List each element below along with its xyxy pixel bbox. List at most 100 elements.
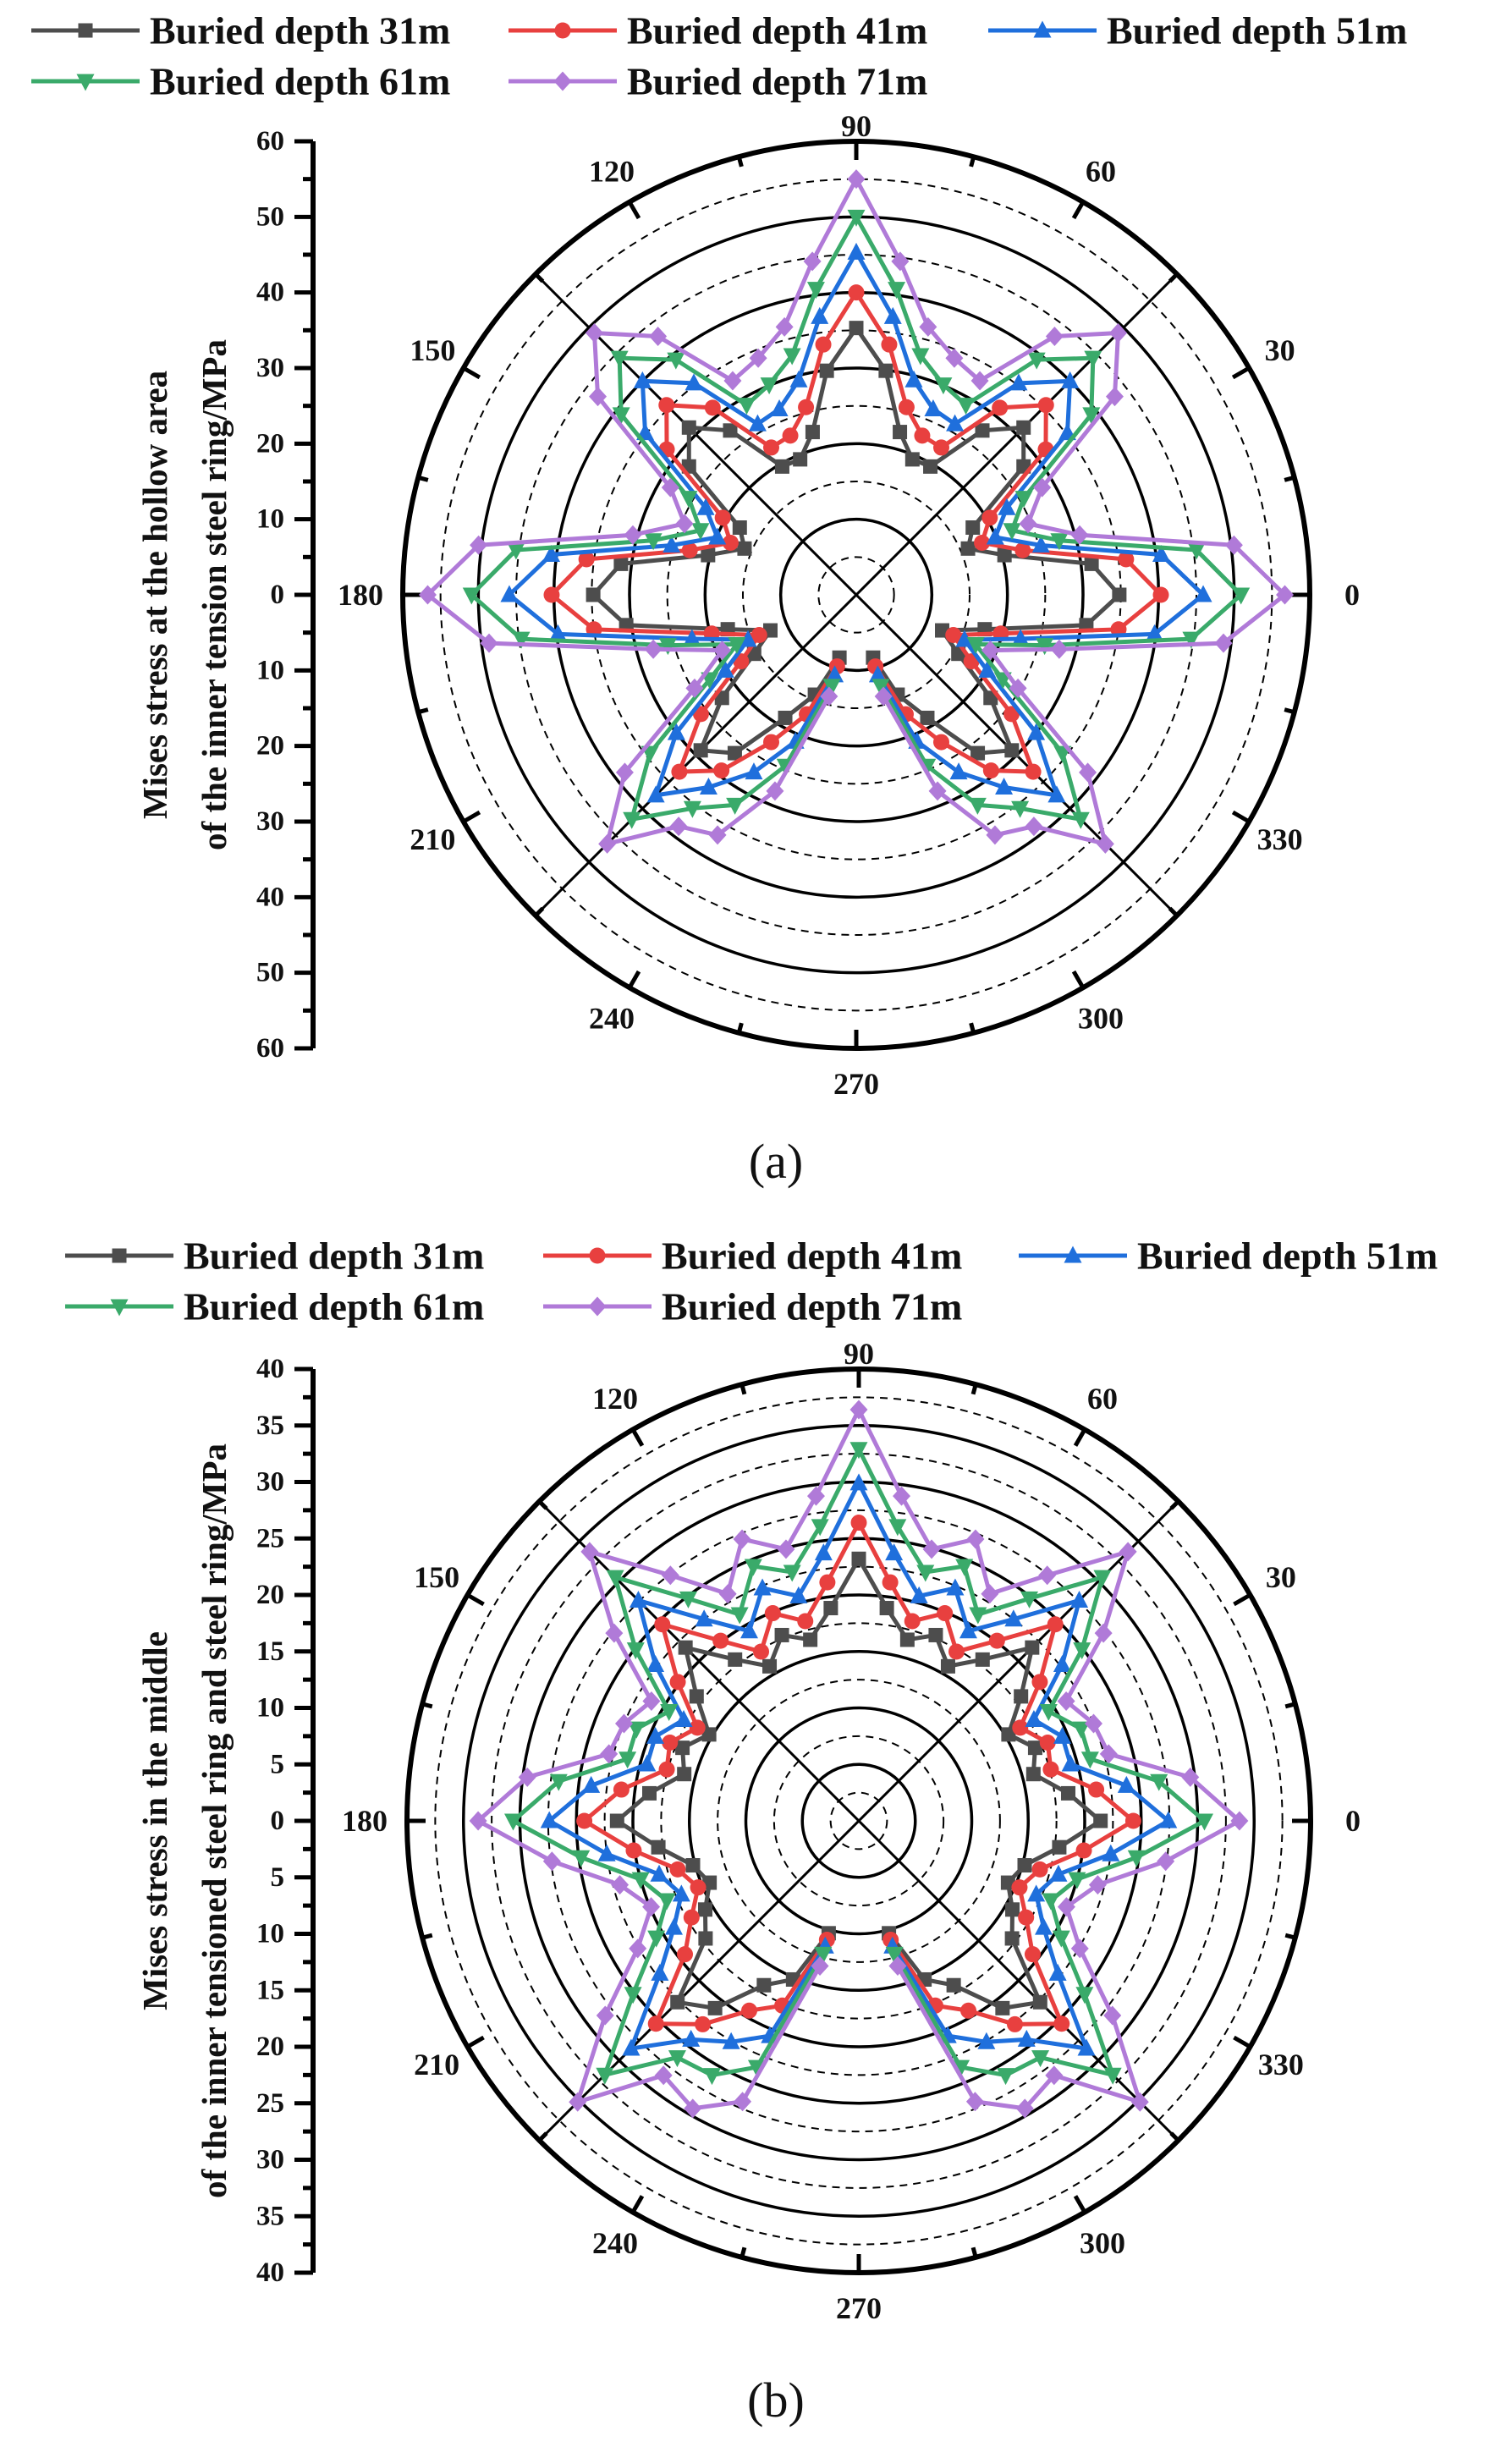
data-point bbox=[966, 636, 985, 654]
data-point bbox=[1050, 533, 1069, 551]
angle-tick-label: 270 bbox=[833, 1067, 879, 1101]
data-point bbox=[741, 2002, 758, 2019]
data-point bbox=[879, 1601, 894, 1616]
angle-tick-label: 0 bbox=[1345, 1804, 1361, 1838]
data-point bbox=[1061, 1754, 1080, 1772]
data-point bbox=[756, 1977, 772, 1993]
radial-axis-tick-label: 60 bbox=[256, 126, 284, 157]
grid-ring bbox=[628, 366, 1085, 823]
data-point bbox=[675, 514, 694, 534]
legend-label: Buried depth 51m bbox=[1107, 9, 1407, 52]
data-point bbox=[1031, 1861, 1048, 1878]
angle-tick-label: 210 bbox=[410, 822, 455, 856]
angle-tick bbox=[1071, 201, 1086, 220]
data-point bbox=[849, 1442, 868, 1460]
data-point bbox=[611, 1875, 630, 1895]
data-point bbox=[997, 547, 1012, 563]
data-point bbox=[992, 399, 1009, 416]
data-point bbox=[1042, 1893, 1060, 1911]
data-point bbox=[934, 377, 953, 395]
y-axis-title-line: Mises stress in the middle bbox=[135, 1631, 174, 2010]
data-point bbox=[586, 587, 601, 602]
data-point bbox=[657, 1893, 676, 1911]
data-point bbox=[683, 629, 701, 646]
data-point bbox=[1009, 678, 1027, 698]
legend-entry: Buried depth 61m bbox=[31, 60, 450, 103]
data-point bbox=[763, 439, 779, 456]
data-point bbox=[988, 1632, 1005, 1649]
data-point bbox=[847, 169, 866, 190]
data-point bbox=[691, 523, 710, 541]
data-point bbox=[1084, 350, 1102, 368]
radial-axis-tick-label: 10 bbox=[256, 655, 284, 685]
data-point bbox=[1182, 631, 1201, 649]
grid-ring-dashed bbox=[660, 1622, 1058, 2020]
data-point bbox=[1049, 1864, 1068, 1882]
data-point bbox=[1181, 1767, 1200, 1787]
data-point bbox=[548, 624, 567, 641]
data-point bbox=[1025, 817, 1043, 837]
angle-tick-label: 180 bbox=[338, 578, 383, 612]
data-point bbox=[1032, 1994, 1047, 2010]
data-point bbox=[646, 1726, 664, 1744]
data-point bbox=[704, 399, 721, 416]
data-point bbox=[933, 439, 949, 456]
grid-ring-dashed bbox=[742, 481, 970, 709]
data-point bbox=[1102, 1844, 1120, 1861]
grid-ring bbox=[703, 442, 1009, 748]
data-point bbox=[986, 527, 1004, 545]
data-point bbox=[597, 1844, 616, 1861]
angle-tick bbox=[1284, 475, 1295, 482]
data-point bbox=[696, 498, 715, 515]
data-point bbox=[1027, 1740, 1042, 1756]
data-point bbox=[1001, 1727, 1016, 1742]
data-point bbox=[1012, 1719, 1029, 1736]
data-point bbox=[848, 284, 865, 301]
data-point bbox=[774, 1627, 789, 1642]
data-point bbox=[716, 660, 734, 678]
data-point bbox=[924, 399, 943, 416]
data-point bbox=[1230, 1811, 1249, 1831]
data-point bbox=[819, 363, 834, 378]
data-point bbox=[638, 1754, 657, 1772]
data-point bbox=[580, 1542, 599, 1562]
data-point bbox=[1050, 639, 1069, 659]
grid-ring-dashed bbox=[491, 1453, 1227, 2189]
data-point bbox=[847, 209, 866, 227]
legend-label: Buried depth 61m bbox=[150, 60, 450, 103]
data-point bbox=[974, 534, 991, 551]
angle-tick bbox=[970, 2246, 978, 2258]
series-buried-depth-41m bbox=[576, 1515, 1141, 2032]
data-point bbox=[650, 1864, 668, 1882]
data-point bbox=[739, 630, 757, 647]
legend-marker bbox=[554, 22, 571, 39]
data-point bbox=[806, 282, 825, 300]
series-buried-depth-51m bbox=[540, 1473, 1178, 2056]
data-point bbox=[672, 1884, 690, 1902]
data-point bbox=[1276, 585, 1295, 605]
angle-tick-label: 210 bbox=[414, 2048, 459, 2081]
angle-tick-label: 0 bbox=[1344, 578, 1360, 612]
angle-tick bbox=[630, 2195, 645, 2213]
data-point bbox=[898, 399, 915, 415]
data-point bbox=[1020, 1591, 1039, 1608]
data-point bbox=[642, 1897, 661, 1917]
angle-tick bbox=[1071, 970, 1086, 989]
data-point bbox=[658, 638, 677, 656]
data-point bbox=[664, 1917, 683, 1935]
data-point bbox=[933, 734, 949, 751]
data-point bbox=[644, 639, 663, 659]
data-point bbox=[679, 491, 698, 509]
data-point bbox=[778, 710, 793, 725]
radial-axis-tick-label: 20 bbox=[256, 428, 284, 459]
radial-axis-tick-label: 50 bbox=[256, 958, 284, 988]
data-point bbox=[923, 459, 938, 474]
radial-axis-tick-label: 10 bbox=[256, 1693, 284, 1724]
grid-ring-dashed bbox=[439, 178, 1273, 1012]
data-point bbox=[822, 679, 841, 696]
data-point bbox=[1039, 1735, 1056, 1751]
data-point bbox=[671, 763, 688, 780]
data-point bbox=[1159, 1811, 1178, 1828]
radial-axis-tick-label: 15 bbox=[256, 1636, 284, 1667]
grid-ring bbox=[800, 1762, 917, 1879]
